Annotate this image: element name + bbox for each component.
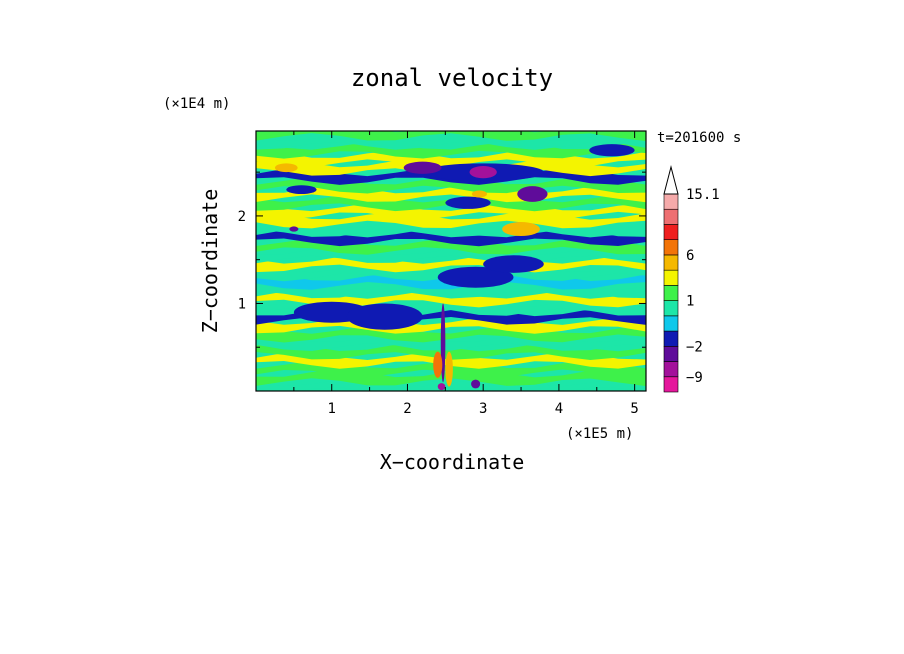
colorbar-swatch [663, 346, 679, 362]
velocity-cell [469, 166, 497, 179]
colorbar-swatch [663, 285, 679, 301]
velocity-cell [433, 351, 443, 378]
velocity-cell [346, 303, 423, 330]
velocity-cell [445, 196, 491, 209]
x-tick-label: 1 [328, 401, 336, 417]
velocity-cell [289, 226, 299, 232]
colorbar-swatch [663, 315, 679, 332]
colorbar-tick-label: −9 [686, 370, 703, 386]
chart-title: zonal velocity [351, 64, 553, 92]
colorbar-swatch [663, 208, 679, 225]
time-label: t=201600 s [657, 130, 741, 146]
velocity-cell [437, 266, 514, 288]
velocity-cell [445, 351, 453, 387]
y-axis: 12 [238, 171, 646, 348]
colorbar-swatch [663, 224, 679, 240]
velocity-cell [589, 144, 635, 157]
velocity-band [256, 131, 646, 142]
colorbar-swatch [663, 376, 679, 393]
velocity-cell [517, 186, 548, 202]
x-tick-label: 5 [630, 401, 638, 417]
y-tick-label: 2 [238, 209, 246, 225]
velocity-band [256, 141, 646, 159]
velocity-band [256, 290, 646, 308]
velocity-band [256, 229, 646, 247]
colorbar: 15.1 6 1 −2 −9 [663, 165, 720, 393]
colorbar-tick-label: 1 [686, 294, 694, 310]
x-tick-label: 4 [555, 401, 563, 417]
colorbar-tick-label: −2 [686, 339, 703, 355]
y-unit-label: (×1E4 m) [163, 96, 230, 112]
velocity-cell [286, 185, 317, 195]
velocity-cell [471, 379, 481, 389]
x-tick-label: 2 [403, 401, 411, 417]
colorbar-swatch [663, 254, 679, 271]
colorbar-swatch [663, 193, 679, 210]
x-axis: 1 2 3 4 5 [293, 131, 639, 417]
velocity-band [256, 325, 646, 343]
colorbar-tick-label: 6 [686, 248, 694, 264]
velocity-cell [403, 161, 442, 174]
colorbar-tick-label: 15.1 [686, 187, 720, 203]
colorbar-swatch [663, 330, 679, 347]
velocity-cell [471, 190, 487, 198]
velocity-cell [274, 163, 298, 173]
colorbar-swatch [663, 269, 679, 286]
x-tick-label: 3 [479, 401, 487, 417]
velocity-band [256, 176, 646, 194]
plot-frame [255, 130, 647, 392]
colorbar-swatch [663, 361, 679, 378]
velocity-cell [483, 255, 544, 273]
colorbar-swatch [663, 300, 679, 317]
y-tick-label: 1 [238, 296, 246, 312]
velocity-band [256, 203, 646, 220]
plot-field [256, 131, 646, 391]
x-unit-label: (×1E5 m) [566, 426, 633, 442]
velocity-band [256, 238, 646, 255]
velocity-cell [502, 222, 540, 237]
velocity-cell [437, 383, 446, 391]
colorbar-swatch [663, 239, 679, 256]
y-axis-label: Z−coordinate [198, 189, 222, 334]
x-axis-label: X−coordinate [380, 450, 525, 474]
colorbar-extend-arrow [663, 165, 679, 195]
